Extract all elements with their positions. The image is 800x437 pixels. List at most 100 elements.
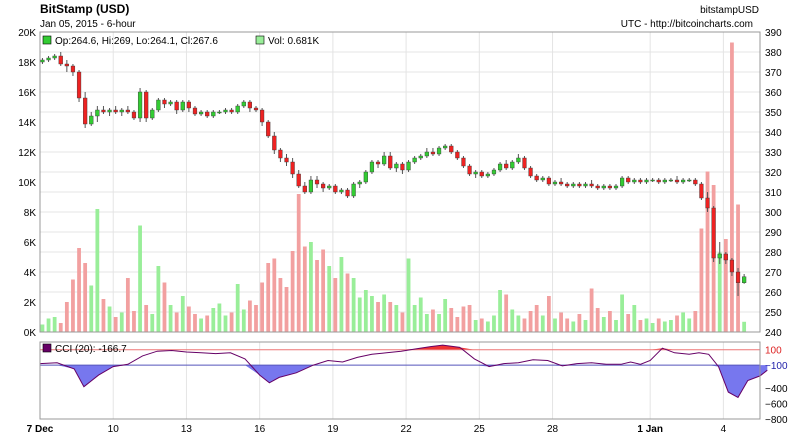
volume-bar [626, 314, 631, 332]
ohlc-legend-swatch [42, 35, 52, 45]
price-tick-label: 360 [765, 88, 782, 99]
volume-bar [595, 308, 600, 332]
candle-body [284, 157, 289, 163]
volume-bar [186, 306, 191, 332]
candle-body [156, 99, 161, 111]
candle-body [119, 109, 124, 113]
candle-body [522, 157, 527, 169]
candle-body [571, 183, 576, 187]
volume-bar [516, 315, 521, 332]
volume-bar [180, 296, 185, 332]
candle-body [620, 177, 625, 187]
volume-bar [528, 311, 533, 332]
volume-bar [522, 318, 527, 332]
candle-body [369, 161, 375, 173]
volume-bar [345, 273, 350, 332]
volume-bar [455, 317, 460, 332]
price-tick-label: 270 [765, 268, 782, 279]
volume-bar [125, 278, 130, 332]
candle-body [424, 151, 429, 157]
candle-body [76, 71, 82, 99]
volume-bar [394, 305, 399, 332]
candle-body [449, 145, 454, 153]
candle-body [638, 179, 643, 183]
candle-body [211, 111, 216, 117]
volume-bar [534, 305, 539, 332]
price-tick-label: 290 [765, 228, 782, 239]
candle-body [723, 253, 728, 261]
candle-body [144, 91, 149, 119]
volume-bar [583, 320, 588, 332]
candle-body [534, 175, 539, 181]
price-tick-label: 300 [765, 208, 782, 219]
volume-bar [638, 320, 643, 332]
cci-tick-label: −400 [765, 384, 788, 395]
volume-bar [357, 297, 362, 332]
candle-body [131, 111, 137, 119]
volume-bar [235, 284, 240, 332]
volume-bars [40, 42, 747, 332]
candle-body [247, 101, 252, 109]
volume-bar [89, 285, 94, 332]
volume-bar [699, 228, 704, 332]
source-url: UTC - http://bitcoincharts.com [621, 19, 753, 30]
cci-line [39, 344, 768, 399]
candle-body [540, 177, 545, 181]
candle-body [430, 151, 436, 155]
volume-bar [174, 312, 179, 332]
volume-bar [193, 314, 197, 332]
candle-body [241, 101, 246, 107]
volume-bar [315, 260, 319, 332]
chart-subtitle: Jan 05, 2015 - 6-hour [40, 19, 136, 30]
candle-body [260, 109, 265, 123]
candle-body [357, 181, 362, 185]
volume-bar [272, 258, 277, 332]
volume-bar [229, 312, 234, 332]
date-tick-label: 4 [721, 424, 727, 435]
chart-title: BitStamp (USD) [40, 2, 129, 16]
candle-body [229, 109, 234, 113]
volume-bar [601, 317, 606, 332]
candle-body [351, 183, 356, 197]
volume-bar [418, 297, 423, 332]
candle-body [674, 179, 680, 183]
candle-body [546, 177, 551, 185]
candle-body [192, 107, 198, 115]
volume-bar [83, 263, 88, 332]
volume-tick-label: 10K [18, 178, 36, 189]
candle-body [491, 169, 497, 175]
volume-bar [144, 305, 149, 332]
candle-body [314, 179, 320, 185]
volume-bar [412, 305, 417, 332]
candle-body [565, 183, 570, 187]
volume-bar [284, 287, 289, 332]
volume-bar [608, 311, 612, 332]
volume-bar [339, 257, 344, 332]
volume-bar [95, 209, 100, 332]
date-tick-label: 7 Dec [27, 424, 54, 435]
candle-body [681, 179, 686, 183]
candle-body [46, 57, 51, 61]
candle-body [296, 173, 301, 187]
volume-bar [742, 321, 747, 332]
candle-body [735, 271, 741, 284]
candle-body [198, 111, 204, 115]
volume-bar [424, 314, 429, 332]
candle-body [327, 185, 332, 189]
volume-bar [168, 305, 173, 332]
price-tick-label: 330 [765, 148, 782, 159]
volume-bar [199, 318, 203, 332]
candle-body [443, 145, 448, 149]
candle-body [107, 109, 112, 113]
candle-body [711, 207, 716, 259]
volume-bar [321, 249, 326, 332]
volume-tick-label: 14K [18, 118, 36, 129]
vol-legend: Vol: 0.681K [268, 36, 319, 47]
price-tick-label: 240 [765, 328, 782, 339]
candle-body [650, 179, 655, 182]
volume-bar [260, 282, 264, 332]
volume-bar [119, 312, 124, 332]
volume-bar [266, 263, 271, 332]
volume-bar [449, 308, 454, 332]
date-axis: 7 Dec 10 13 16 19 22 25 28 1 Jan 4 [27, 424, 727, 435]
